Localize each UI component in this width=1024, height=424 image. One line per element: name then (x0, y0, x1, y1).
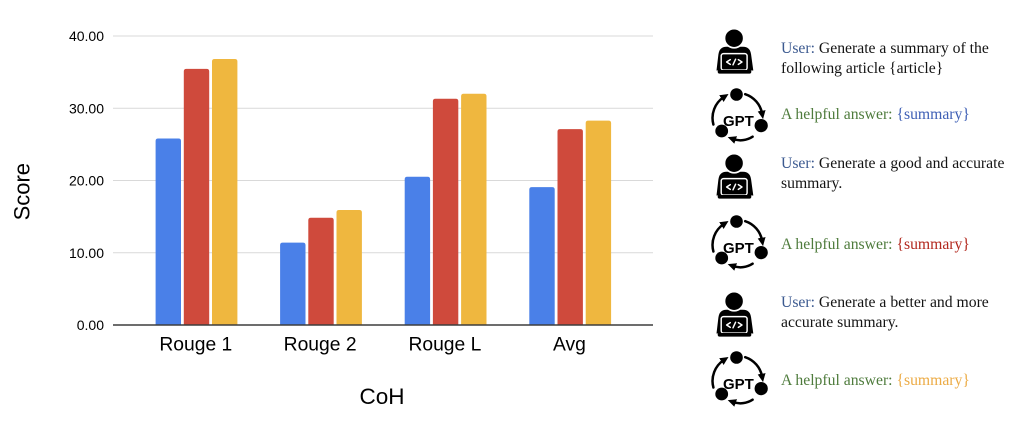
svg-text:Rouge 1: Rouge 1 (159, 335, 232, 356)
svg-text:40.00: 40.00 (69, 28, 104, 44)
svg-text:10.00: 10.00 (69, 245, 104, 261)
svg-text:0.00: 0.00 (77, 317, 104, 333)
svg-text:CoH: CoH (359, 384, 404, 409)
svg-text:Score: Score (10, 163, 35, 220)
svg-text:30.00: 30.00 (69, 100, 104, 116)
svg-text:Avg: Avg (553, 335, 586, 356)
svg-text:Rouge L: Rouge L (408, 335, 481, 356)
svg-text:Rouge 2: Rouge 2 (284, 335, 357, 356)
svg-text:20.00: 20.00 (69, 173, 104, 189)
